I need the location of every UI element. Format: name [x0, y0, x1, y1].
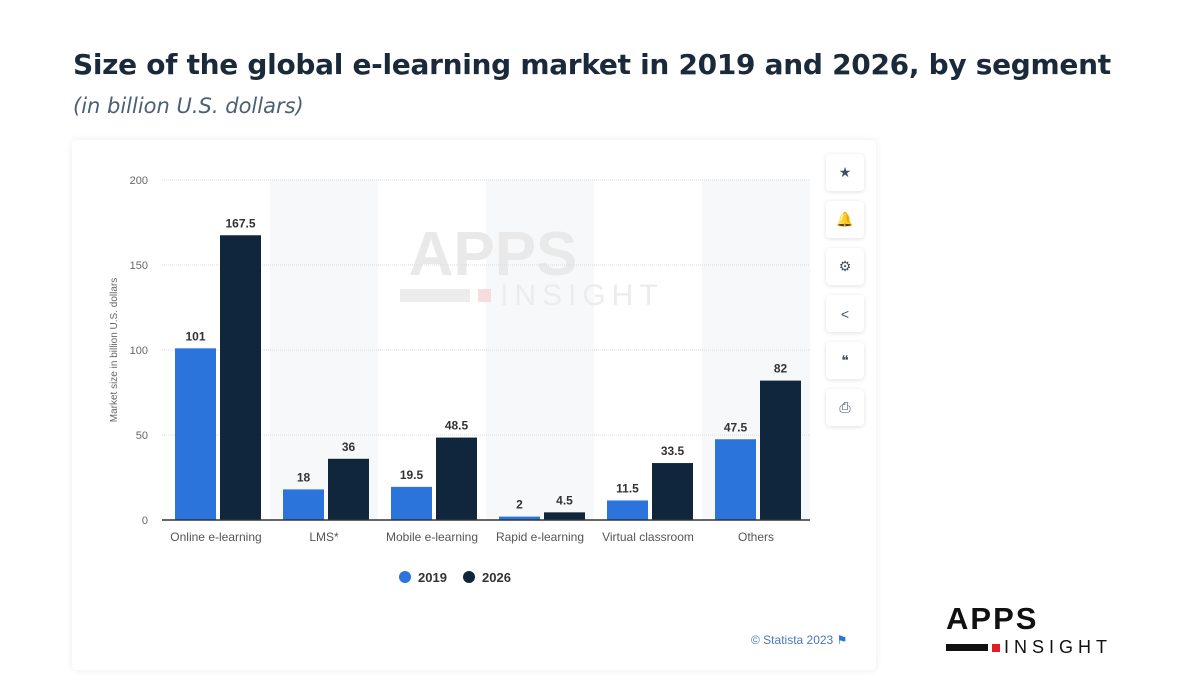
x-tick-label: Mobile e-learning	[386, 530, 478, 544]
x-tick-label: Online e-learning	[170, 530, 261, 544]
watermark-square	[478, 289, 491, 302]
star-icon: ★	[838, 164, 852, 180]
x-tick-label: Rapid e-learning	[496, 530, 584, 544]
watermark-text: APPS	[409, 220, 578, 289]
bell-icon: 🔔	[836, 211, 854, 227]
data-label: 18	[297, 470, 311, 484]
bar-2026	[328, 458, 369, 520]
bar-2019	[391, 486, 432, 520]
data-label: 19.5	[400, 468, 424, 482]
bar-2019	[715, 439, 756, 520]
bar-2026	[760, 380, 801, 520]
bell-button[interactable]: 🔔	[826, 201, 864, 238]
bar-2026	[544, 512, 585, 520]
flag-icon: ⚑	[836, 633, 848, 647]
x-tick-label: Others	[738, 530, 774, 544]
y-tick-label: 0	[142, 515, 148, 527]
data-label: 48.5	[445, 419, 469, 433]
apps-insight-logo: APPS INSIGHT	[946, 601, 1113, 657]
share-icon: <	[840, 305, 850, 322]
chart-toolbar: ★ 🔔 ⚙ < ❝ ⎙	[826, 154, 864, 436]
print-button[interactable]: ⎙	[826, 389, 864, 426]
data-label: 33.5	[661, 444, 685, 458]
y-tick-label: 100	[130, 345, 148, 357]
star-button[interactable]: ★	[826, 154, 864, 191]
x-tick-label: Virtual classroom	[602, 530, 694, 544]
data-label: 82	[774, 362, 788, 376]
bar-2019	[283, 489, 324, 520]
bar-2019	[175, 348, 216, 520]
bar-2026	[436, 437, 477, 520]
bar-2026	[652, 463, 693, 520]
page-subtitle: (in billion U.S. dollars)	[73, 94, 304, 118]
y-tick-label: 50	[136, 430, 148, 442]
gear-icon: ⚙	[838, 258, 852, 274]
quote-button[interactable]: ❝	[826, 342, 864, 379]
data-label: 2	[516, 498, 523, 512]
legend-label: 2026	[482, 570, 511, 585]
quote-icon: ❝	[841, 352, 849, 368]
x-tick-label: LMS*	[309, 530, 339, 544]
bar-2019	[607, 500, 648, 520]
bar-2026	[220, 235, 261, 520]
page-title: Size of the global e-learning market in …	[73, 48, 1111, 81]
data-label: 11.5	[616, 481, 639, 495]
legend-marker-2026	[463, 571, 475, 583]
data-label: 101	[185, 329, 205, 343]
watermark-bar	[400, 289, 470, 302]
gear-button[interactable]: ⚙	[826, 248, 864, 285]
print-icon: ⎙	[839, 399, 851, 415]
y-tick-label: 150	[130, 260, 148, 272]
legend-marker-2019	[399, 571, 411, 583]
legend-label: 2019	[418, 570, 447, 585]
y-tick-label: 200	[130, 175, 148, 187]
watermark-subtext: INSIGHT	[500, 279, 664, 312]
statista-credit[interactable]: © Statista 2023 ⚑	[751, 633, 848, 647]
share-button[interactable]: <	[826, 295, 864, 332]
y-axis-label: Market size in billion U.S. dollars	[109, 278, 120, 423]
data-label: 4.5	[556, 493, 573, 507]
bar-2019	[499, 516, 540, 520]
data-label: 36	[342, 440, 356, 454]
data-label: 47.5	[724, 420, 748, 434]
data-label: 167.5	[225, 216, 255, 230]
